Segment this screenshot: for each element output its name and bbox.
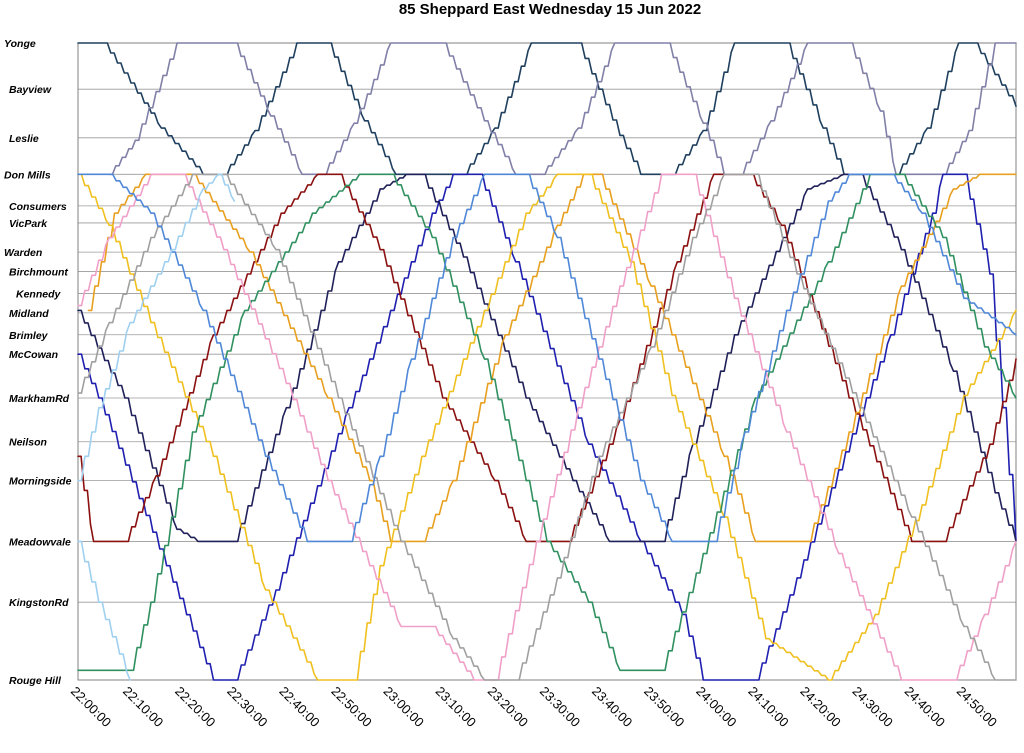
x-tick-label: 24:20:00 xyxy=(797,684,843,730)
stop-label: Neilson xyxy=(9,437,47,449)
x-tick-label: 23:00:00 xyxy=(381,684,427,730)
x-tick-label: 23:20:00 xyxy=(485,684,531,730)
x-tick-label: 24:00:00 xyxy=(693,684,739,730)
x-tick-label: 23:10:00 xyxy=(433,684,479,730)
stop-label: Morningside xyxy=(9,476,72,488)
vehicle-trace-8 xyxy=(77,173,1017,672)
stop-label: MarkhamRd xyxy=(9,393,70,405)
x-tick-label: 23:40:00 xyxy=(589,684,635,730)
stop-label: Birchmount xyxy=(9,267,68,279)
stop-label: Don Mills xyxy=(4,169,51,181)
stop-label: Warden xyxy=(4,247,42,259)
x-tick-label: 23:30:00 xyxy=(537,684,583,730)
stop-label: VicPark xyxy=(9,218,48,230)
vehicle-trace-12 xyxy=(77,173,236,482)
stop-label: Brimley xyxy=(9,330,49,342)
stop-label: Consumers xyxy=(9,201,67,213)
vehicle-trace-1 xyxy=(77,42,1017,176)
x-tick-label: 22:40:00 xyxy=(276,684,322,730)
stop-labels: Yonge Bayview Leslie Don Mills Consumers VicP… xyxy=(4,38,72,687)
vehicle-trace-11 xyxy=(77,173,1017,543)
vehicle-trace-7 xyxy=(77,173,1017,681)
vehicle-trace-4 xyxy=(77,173,1017,543)
stop-label: Meadowvale xyxy=(9,536,71,548)
stop-label: Leslie xyxy=(9,133,39,145)
stop-label: Kennedy xyxy=(16,288,62,300)
x-tick-label: 24:30:00 xyxy=(850,684,896,730)
vehicle-traces xyxy=(77,42,1017,681)
vehicle-trace-10 xyxy=(77,173,1017,681)
stop-label: Bayview xyxy=(9,84,52,96)
x-tick-label: 22:10:00 xyxy=(120,684,166,730)
stop-label: KingstonRd xyxy=(9,597,69,609)
x-tick-label: 22:00:00 xyxy=(68,684,114,730)
vehicle-trace-12 xyxy=(77,540,131,681)
x-tick-label: 22:20:00 xyxy=(172,684,218,730)
vehicle-trace-6 xyxy=(87,173,1017,543)
chart-title: 85 Sheppard East Wednesday 15 Jun 2022 xyxy=(399,1,701,18)
vehicle-trace-5 xyxy=(77,173,1017,543)
x-tick-label: 24:40:00 xyxy=(902,684,948,730)
x-tick-label: 24:10:00 xyxy=(745,684,791,730)
vehicle-trace-2 xyxy=(108,42,1017,176)
x-tick-label: 22:50:00 xyxy=(328,684,374,730)
x-axis-tick-labels: 22:00:00 22:10:00 22:20:00 22:30:00 22:40:00… xyxy=(68,684,1000,730)
stop-label: Yonge xyxy=(4,38,36,50)
vehicle-trace-3 xyxy=(77,173,1017,681)
stop-label: McCowan xyxy=(9,349,58,361)
stop-label: Midland xyxy=(9,308,49,320)
stop-label: Rouge Hill xyxy=(9,675,62,687)
x-tick-label: 24:50:00 xyxy=(954,684,1000,730)
vehicle-trace-9 xyxy=(77,173,1017,681)
x-tick-label: 23:50:00 xyxy=(641,684,687,730)
x-tick-label: 22:30:00 xyxy=(224,684,270,730)
